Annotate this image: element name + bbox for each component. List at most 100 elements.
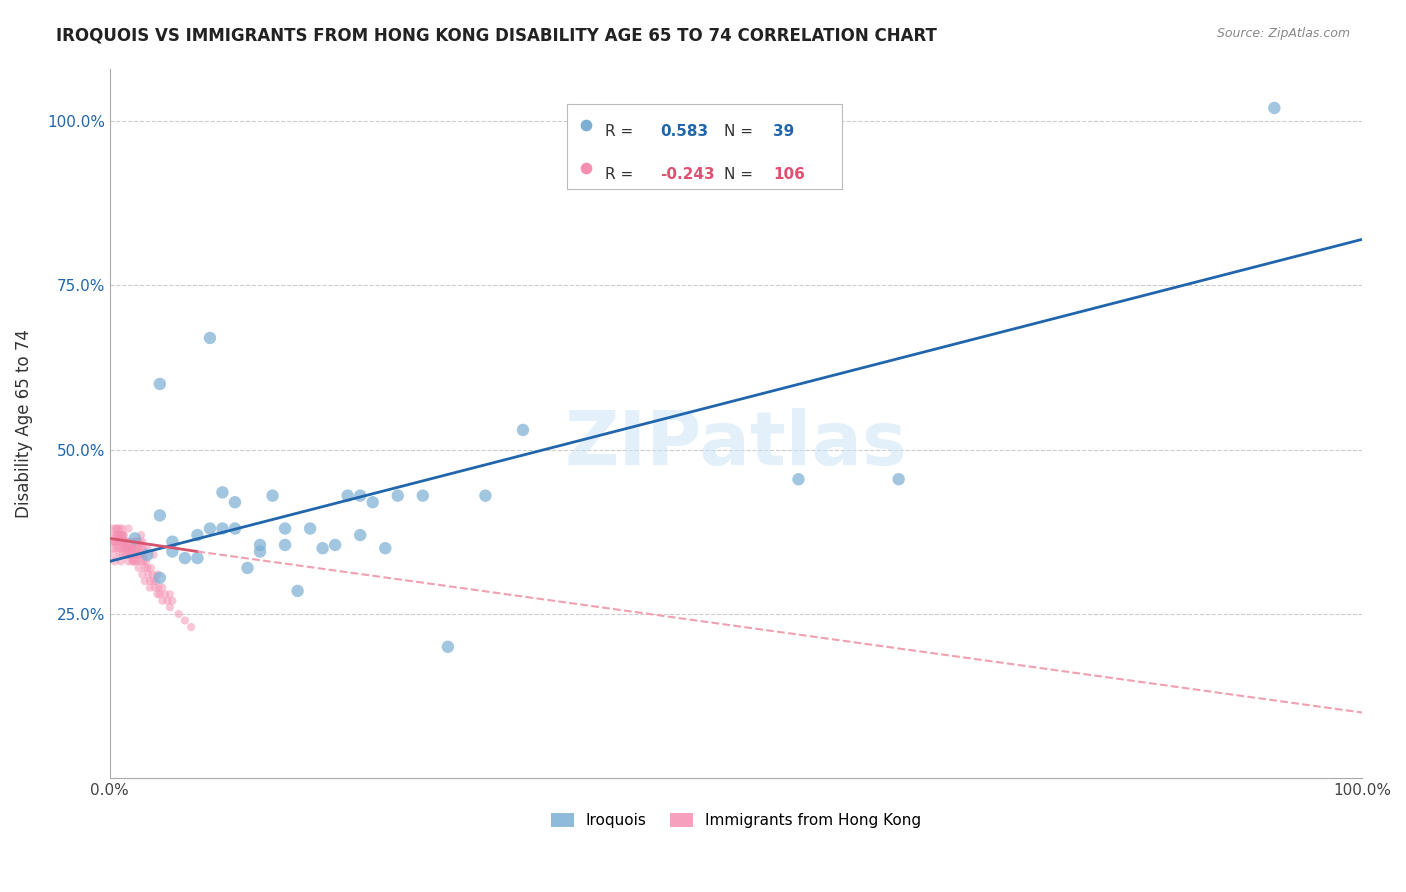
Point [134,561,156,575]
Point [107,534,129,549]
Point [146,587,169,601]
Point [105,522,128,536]
Point [349,489,371,503]
Point [111,534,134,549]
Point [136,548,159,562]
Point [132,541,155,556]
Point [198,522,221,536]
Point [374,541,396,556]
Point [141,567,163,582]
Point [131,534,153,549]
Text: ZIPatlas: ZIPatlas [565,409,907,481]
Point [186,551,208,566]
Point [110,541,132,556]
Point [131,548,153,562]
Point [262,489,284,503]
Point [110,554,132,568]
Point [124,534,146,549]
Point [135,554,157,568]
Point [287,583,309,598]
Point [162,594,184,608]
Point [162,544,184,558]
Point [1263,101,1285,115]
Y-axis label: Disability Age 65 to 74: Disability Age 65 to 74 [15,329,32,518]
Point [108,548,131,562]
Point [149,571,172,585]
Point [129,554,152,568]
Point [117,522,139,536]
Point [108,534,131,549]
Point [120,541,142,556]
Point [138,567,160,582]
Point [128,548,150,562]
Point [127,554,149,568]
Point [787,472,810,486]
Point [361,495,384,509]
Point [115,541,138,556]
Point [112,528,135,542]
Point [156,594,179,608]
Point [121,541,143,556]
Point [145,574,167,588]
Point [117,541,139,556]
Point [122,534,145,549]
Point [139,561,162,575]
Point [387,489,409,503]
Point [111,528,134,542]
Point [134,548,156,562]
Point [111,548,134,562]
Point [149,376,172,391]
Point [103,528,125,542]
Point [125,548,148,562]
Point [249,544,271,558]
Point [115,548,138,562]
Point [149,508,172,523]
Point [131,567,153,582]
Point [114,541,136,556]
Point [512,423,534,437]
Point [198,331,221,345]
Point [274,522,297,536]
Point [132,554,155,568]
Point [101,534,124,549]
Point [887,472,910,486]
Point [125,548,148,562]
Point [121,541,143,556]
Point [167,607,190,621]
Point [437,640,460,654]
Point [224,522,246,536]
Point [336,489,359,503]
Point [128,561,150,575]
Point [114,534,136,549]
Point [104,534,127,549]
Point [180,620,202,634]
Point [105,528,128,542]
Point [104,534,127,549]
Point [159,600,181,615]
Text: IROQUOIS VS IMMIGRANTS FROM HONG KONG DISABILITY AGE 65 TO 74 CORRELATION CHART: IROQUOIS VS IMMIGRANTS FROM HONG KONG DI… [56,27,938,45]
Point [139,574,162,588]
Point [118,534,141,549]
Point [162,534,184,549]
Point [128,541,150,556]
Point [150,594,173,608]
Point [474,489,496,503]
Point [120,541,142,556]
Point [159,587,181,601]
Point [107,541,129,556]
Point [224,495,246,509]
Point [127,541,149,556]
Point [148,581,170,595]
Point [128,548,150,562]
Point [124,541,146,556]
Point [114,534,136,549]
Point [118,548,141,562]
Point [153,587,176,601]
Point [120,548,142,562]
Point [323,538,346,552]
Point [108,522,131,536]
Point [125,534,148,549]
Point [104,554,127,568]
Point [117,534,139,549]
Point [146,567,169,582]
